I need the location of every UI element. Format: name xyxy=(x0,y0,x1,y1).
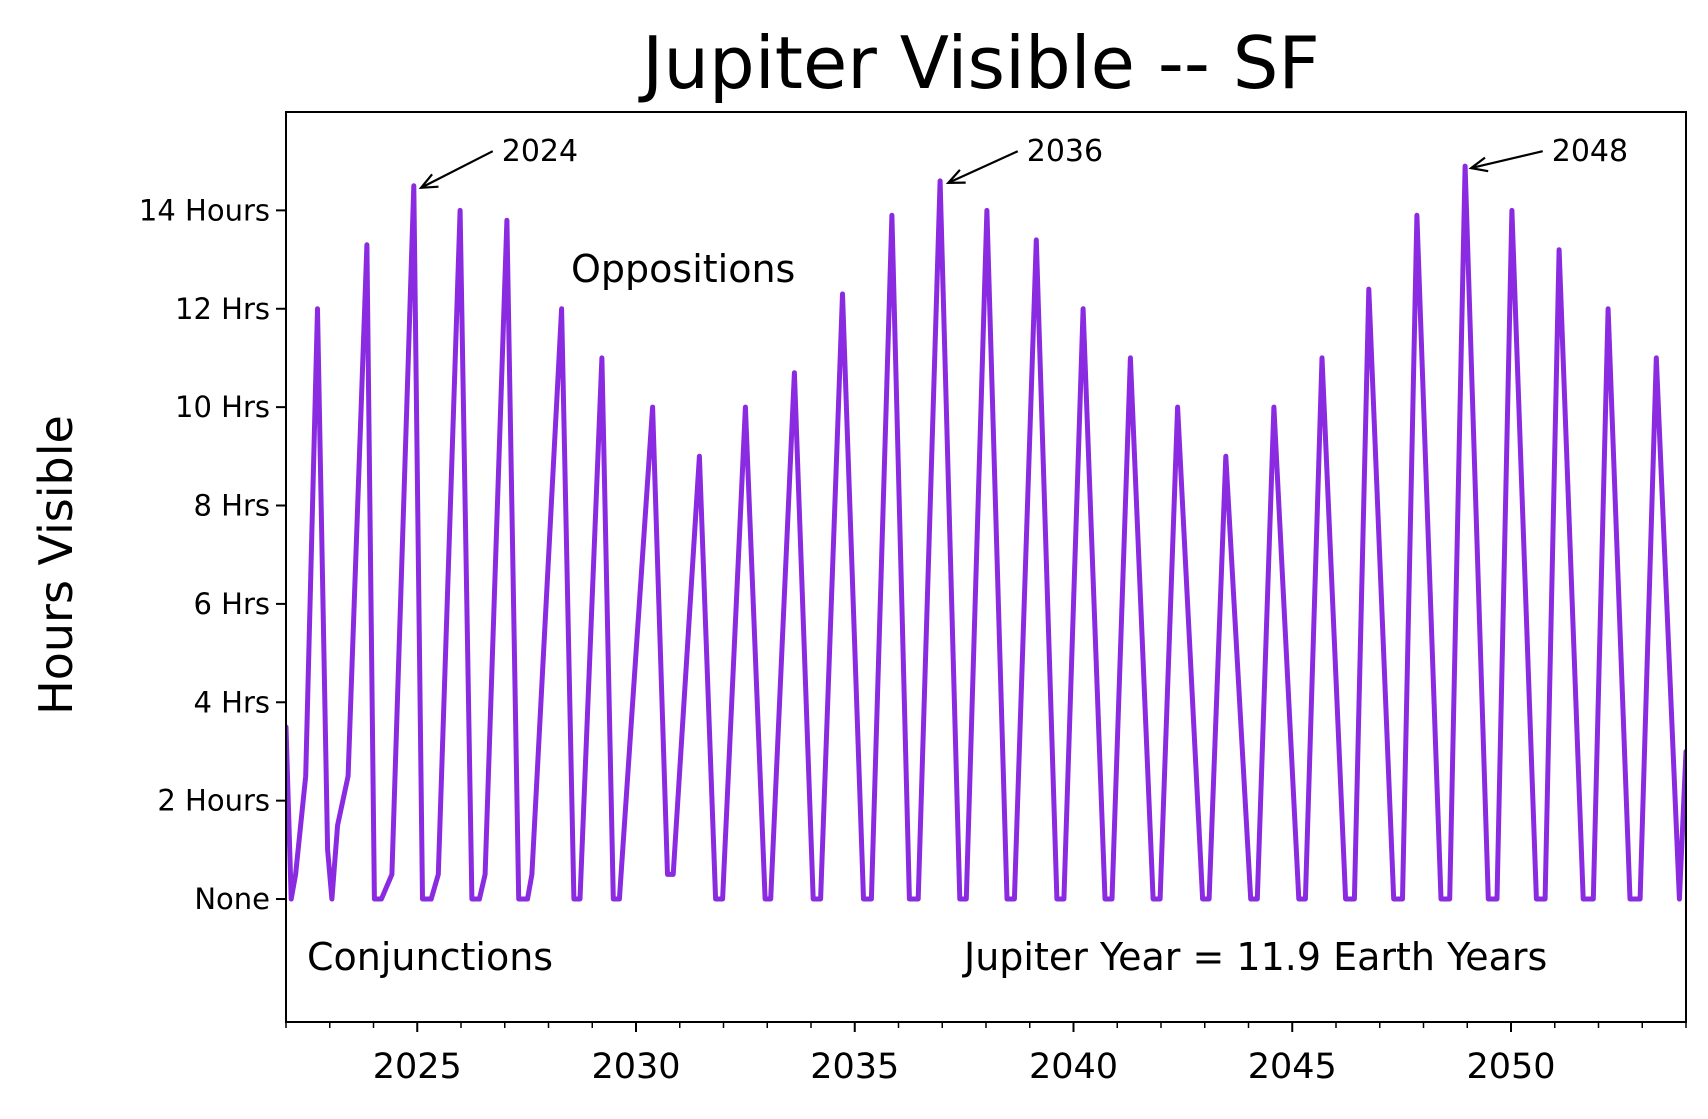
y-tick-label: 2 Hours xyxy=(157,784,270,818)
y-tick-label: 4 Hrs xyxy=(193,685,270,719)
y-tick-label: 6 Hrs xyxy=(193,587,270,621)
y-tick-label: 8 Hrs xyxy=(193,489,270,523)
y-tick-label: 10 Hrs xyxy=(175,390,270,424)
peak-arrow-line xyxy=(1470,150,1544,170)
x-axis: 2025 2030 2035 2040 2045 2050 xyxy=(285,1022,1687,1087)
x-tick-label: 2050 xyxy=(1466,1047,1555,1087)
y-axis: None 2 Hours 4 Hrs 6 Hrs 8 Hrs 10 Hrs 12 Hrs 14… xyxy=(139,193,286,916)
peak-label: 2048 xyxy=(1552,134,1628,169)
x-tick-label: 2045 xyxy=(1248,1047,1337,1087)
peak-arrow-head xyxy=(945,169,966,185)
x-tick-label: 2040 xyxy=(1029,1047,1118,1087)
peak-arrow-head xyxy=(1468,156,1489,173)
chart-title: Jupiter Visible -- SF xyxy=(638,21,1320,105)
y-axis-label: Hours Visible xyxy=(29,415,83,715)
conjunctions-label: Conjunctions xyxy=(307,935,553,979)
peak-label: 2036 xyxy=(1027,134,1103,169)
y-tick-label: 12 Hrs xyxy=(175,292,270,326)
y-tick-label: 14 Hours xyxy=(139,193,270,227)
x-tick-label: 2025 xyxy=(373,1047,462,1087)
oppositions-label: Oppositions xyxy=(571,247,795,291)
peak-label: 2024 xyxy=(502,134,578,169)
peak-arrow-line xyxy=(420,150,494,189)
jupiter-year-label: Jupiter Year = 11.9 Earth Years xyxy=(962,935,1547,979)
x-tick-label: 2035 xyxy=(810,1047,899,1087)
peak-arrow-head xyxy=(418,173,439,190)
y-tick-label: None xyxy=(194,882,270,916)
series-line-0 xyxy=(286,163,1686,902)
annotation-layer: 2024 2036 2048 xyxy=(418,134,1628,190)
plot-area xyxy=(285,111,1687,1023)
x-tick-label: 2030 xyxy=(591,1047,680,1087)
peak-arrow-line xyxy=(947,150,1019,184)
